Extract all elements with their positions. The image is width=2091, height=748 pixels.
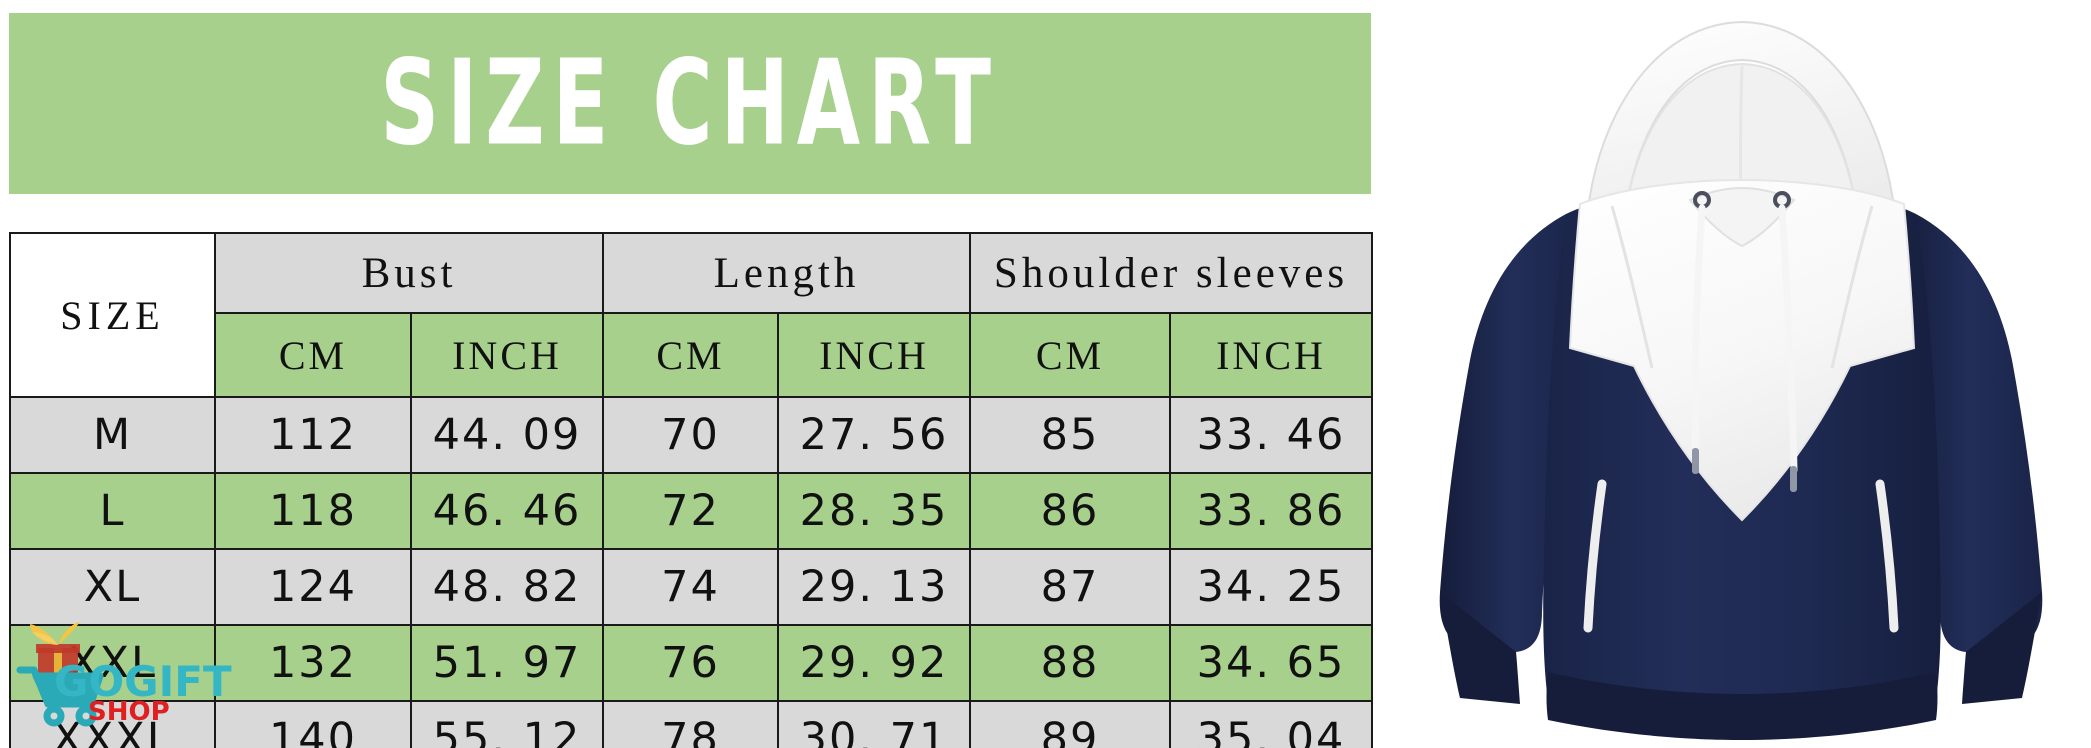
cell-size: XL [9,548,216,626]
cell-length-cm: 76 [602,624,779,702]
cell-shoulder-cm: 85 [969,396,1171,474]
cell-bust-inch: 46. 46 [410,472,604,550]
sleeve-right [1896,214,2043,652]
cell-bust-inch: 44. 09 [410,396,604,474]
pocket-trim-left [1583,479,1607,633]
cuff-left [1440,592,1520,704]
cell-length-inch: 29. 92 [777,624,971,702]
banner: SIZE CHART [9,13,1371,194]
table-head: SIZE Bust Length Shoulder sleeves CM INC… [9,232,1373,398]
cell-length-cm: 74 [602,548,779,626]
aglet-left [1692,448,1699,474]
header-size: SIZE [9,232,216,398]
cell-bust-cm: 124 [214,548,412,626]
cell-shoulder-cm: 87 [969,548,1171,626]
cell-length-cm: 78 [602,700,779,748]
drawstring-left [1691,204,1706,456]
cell-shoulder-cm: 88 [969,624,1171,702]
cell-shoulder-inch: 34. 25 [1169,548,1373,626]
header-group-shoulder-sleeves: Shoulder sleeves [969,232,1373,314]
cuff-right [1962,592,2042,704]
header-group-bust: Bust [214,232,604,314]
cell-shoulder-inch: 33. 86 [1169,472,1373,550]
cell-bust-cm: 112 [214,396,412,474]
aglet-right [1790,466,1797,492]
cell-length-cm: 70 [602,396,779,474]
cell-shoulder-inch: 33. 46 [1169,396,1373,474]
sleeve-left [1439,214,1586,652]
hem-rib [1546,672,1938,740]
cell-size: L [9,472,216,550]
table-header-row-units: CM INCH CM INCH CM INCH [10,312,1373,398]
seam-left [1610,205,1654,369]
header-shoulder-cm: CM [969,312,1171,398]
product-image-hoodie [1390,0,2091,748]
table-header-row-groups: SIZE Bust Length Shoulder sleeves [9,232,1373,398]
cell-shoulder-cm: 89 [969,700,1171,748]
cell-size: XXXL [9,700,216,748]
page-title: SIZE CHART [380,34,1000,172]
size-table-container: SIZE Bust Length Shoulder sleeves CM INC… [9,232,1373,748]
header-shoulder-inch: INCH [1169,312,1373,398]
pocket-trim-right [1875,479,1899,633]
header-bust-inch: INCH [410,312,604,398]
size-table: SIZE Bust Length Shoulder sleeves CM INC… [9,232,1373,748]
cell-length-cm: 72 [602,472,779,550]
drawstring-right [1778,204,1798,474]
cell-bust-inch: 48. 82 [410,548,604,626]
table-row: M 112 44. 09 70 27. 56 85 33. 46 [9,396,1373,474]
cell-shoulder-inch: 34. 65 [1169,624,1373,702]
cell-size: M [9,396,216,474]
cell-bust-cm: 132 [214,624,412,702]
cell-bust-cm: 118 [214,472,412,550]
chevron-yoke [1568,178,1916,522]
cell-length-inch: 29. 13 [777,548,971,626]
header-length-cm: CM [602,312,779,398]
header-length-inch: INCH [777,312,971,398]
cell-length-inch: 28. 35 [777,472,971,550]
cell-length-inch: 30. 71 [777,700,971,748]
table-row: XL 124 48. 82 74 29. 13 87 34. 25 [9,548,1373,626]
cell-bust-inch: 51. 97 [410,624,604,702]
cell-bust-inch: 55. 12 [410,700,604,748]
cell-bust-cm: 140 [214,700,412,748]
cell-shoulder-cm: 86 [969,472,1171,550]
cell-size: XXL [9,624,216,702]
seam-right [1830,205,1874,369]
cell-shoulder-inch: 35. 04 [1169,700,1373,748]
table-body: M 112 44. 09 70 27. 56 85 33. 46 L 118 4… [9,396,1373,748]
neckline [1688,186,1796,248]
header-bust-cm: CM [214,312,412,398]
size-chart-panel: SIZE CHART SIZE Bust Length Shoulder sle… [9,13,1373,748]
table-row: XXXL 140 55. 12 78 30. 71 89 35. 04 [9,700,1373,748]
cell-length-inch: 27. 56 [777,396,971,474]
header-group-length: Length [602,232,971,314]
table-row: XXL 132 51. 97 76 29. 92 88 34. 65 [9,624,1373,702]
table-row: L 118 46. 46 72 28. 35 86 33. 86 [9,472,1373,550]
